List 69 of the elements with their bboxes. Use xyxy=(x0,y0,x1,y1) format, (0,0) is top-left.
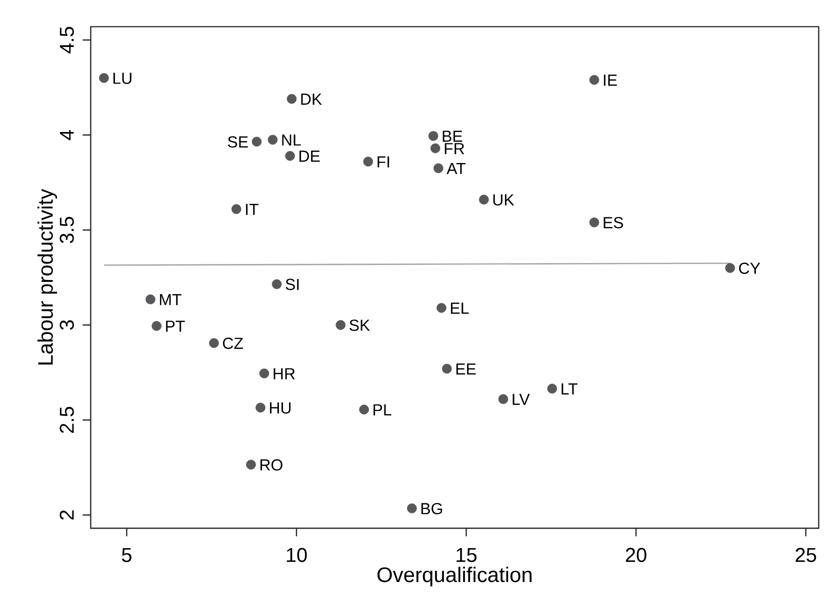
data-label: HU xyxy=(270,402,291,414)
y-tick-label: 4.5 xyxy=(60,26,74,54)
point xyxy=(589,74,600,85)
data-label: BG xyxy=(421,502,442,514)
point xyxy=(434,163,444,174)
data-label: RO xyxy=(260,459,282,471)
point xyxy=(246,460,256,470)
data-label: SE xyxy=(228,136,248,148)
point xyxy=(589,217,600,228)
x-tick-label: 25 xyxy=(796,548,816,562)
x-tick-label: 20 xyxy=(626,548,646,562)
data-label: UK xyxy=(493,194,514,206)
point xyxy=(430,143,440,154)
y-tick-label: 3 xyxy=(60,320,74,330)
data-label: FR xyxy=(444,143,464,154)
y-tick-label: 2 xyxy=(60,510,74,520)
point xyxy=(498,394,508,404)
point xyxy=(285,150,295,161)
data-label: DK xyxy=(301,94,322,105)
data-label: AT xyxy=(446,163,466,174)
point xyxy=(407,503,417,514)
data-label: SI xyxy=(286,278,299,290)
point xyxy=(152,321,162,331)
point xyxy=(363,156,374,166)
point xyxy=(268,134,278,145)
data-label: NL xyxy=(282,134,301,146)
data-label: PT xyxy=(166,320,185,332)
data-label: DE xyxy=(300,150,320,162)
data-label: LT xyxy=(562,383,578,394)
data-label: IT xyxy=(246,204,258,215)
point xyxy=(479,194,489,204)
data-label: IE xyxy=(604,74,617,86)
x-tick-label: 15 xyxy=(456,548,477,562)
data-label: EL xyxy=(450,302,469,314)
point xyxy=(336,320,346,330)
x-axis-title: Overqualification xyxy=(377,566,532,586)
data-label: EE xyxy=(456,363,476,374)
data-label: HR xyxy=(274,368,295,380)
point xyxy=(428,131,438,141)
data-label: LU xyxy=(113,72,132,84)
point xyxy=(286,94,297,104)
point xyxy=(436,302,446,313)
x-tick-label: 10 xyxy=(286,548,307,562)
point xyxy=(99,73,109,83)
point xyxy=(231,204,242,214)
point xyxy=(252,136,262,147)
y-axis-title: Labour productivity xyxy=(37,188,58,364)
point xyxy=(259,368,270,378)
y-tick-label: 4 xyxy=(60,130,74,140)
data-label: CZ xyxy=(222,338,243,349)
point xyxy=(725,263,735,273)
data-label: ES xyxy=(604,217,624,228)
point xyxy=(442,364,452,374)
data-label: CY xyxy=(739,262,760,274)
data-label: LV xyxy=(512,394,530,405)
data-label: PL xyxy=(374,404,392,416)
y-tick-label: 2.5 xyxy=(60,406,74,433)
point xyxy=(359,404,369,414)
data-label: FI xyxy=(378,156,390,168)
point xyxy=(209,338,219,348)
point xyxy=(547,384,558,394)
point xyxy=(272,279,282,290)
x-tick-label: 5 xyxy=(122,548,132,562)
point xyxy=(146,294,156,304)
data-label: MT xyxy=(160,294,182,306)
data-label: BE xyxy=(442,130,462,142)
point xyxy=(256,402,266,413)
data-label: SK xyxy=(350,320,370,331)
y-tick-label: 3.5 xyxy=(60,216,74,244)
